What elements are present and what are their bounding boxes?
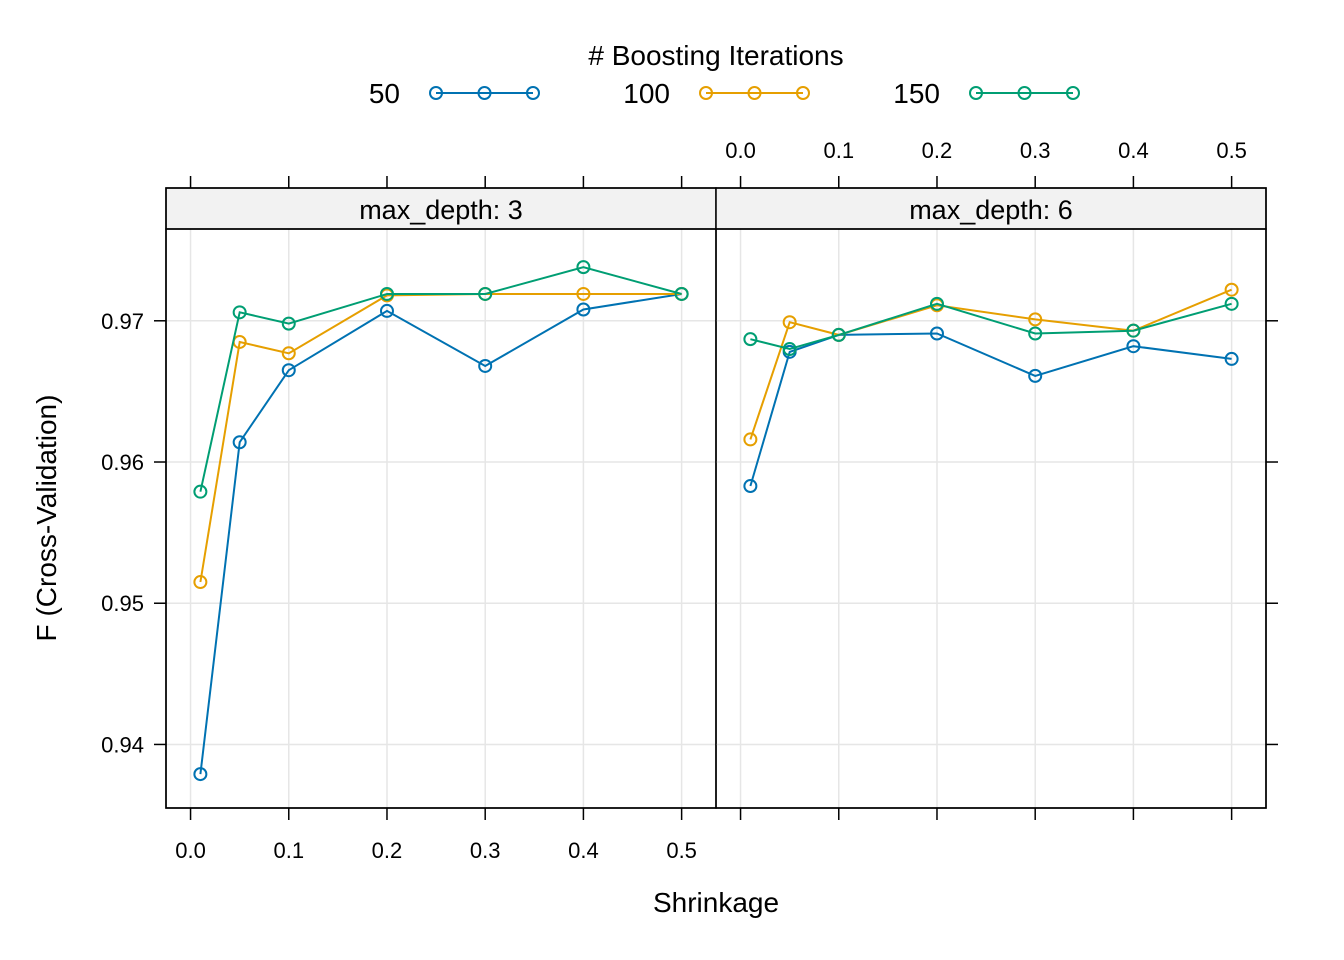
top-axis: 0.0 0.1 0.2 0.3 0.4 0.5 bbox=[189, 138, 1247, 188]
top-tick-label: 0.5 bbox=[1216, 138, 1247, 163]
data-point bbox=[478, 358, 493, 373]
legend-swatch-point bbox=[477, 86, 492, 100]
series-line-150 bbox=[199, 266, 682, 492]
data-point bbox=[929, 296, 944, 311]
data-point bbox=[1028, 326, 1043, 341]
x-tick-label: 0.1 bbox=[273, 838, 304, 863]
legend-swatch-point bbox=[699, 86, 713, 100]
data-point bbox=[193, 484, 208, 499]
legend-item-100: 100 bbox=[623, 78, 810, 109]
bottom-axis: 0.0 0.1 0.2 0.3 0.4 0.5 bbox=[175, 808, 1233, 863]
legend-swatch-point bbox=[747, 86, 762, 100]
strip: max_depth: 3 bbox=[165, 187, 717, 230]
data-point bbox=[576, 260, 591, 275]
data-point bbox=[379, 286, 394, 301]
legend-swatch-point bbox=[969, 86, 983, 100]
legend-swatch-point bbox=[1017, 86, 1032, 100]
top-tick-label: 0.3 bbox=[1020, 138, 1051, 163]
grid bbox=[166, 229, 716, 808]
data-point bbox=[1028, 312, 1043, 327]
panel-frame bbox=[715, 228, 1267, 809]
strip: max_depth: 6 bbox=[715, 187, 1267, 230]
top-tick-label: 0.1 bbox=[823, 138, 854, 163]
data-point bbox=[929, 326, 944, 341]
y-tick-label: 0.96 bbox=[101, 450, 144, 475]
y-tick-label: 0.94 bbox=[101, 732, 144, 757]
series-line-50 bbox=[749, 332, 1232, 487]
data-point bbox=[379, 303, 394, 318]
strip-label: max_depth: 6 bbox=[909, 195, 1073, 225]
data-point bbox=[232, 435, 247, 450]
legend-title: # Boosting Iterations bbox=[588, 40, 843, 71]
series-line-100 bbox=[199, 293, 682, 583]
y-axis-title: F (Cross-Validation) bbox=[31, 395, 62, 642]
series-150 bbox=[193, 260, 689, 499]
legend: # Boosting Iterations 50 100 150 bbox=[369, 40, 1080, 109]
series-line-50 bbox=[199, 293, 682, 775]
data-point bbox=[1028, 368, 1043, 383]
data-point bbox=[743, 332, 758, 347]
legend-item-50: 50 bbox=[369, 78, 540, 109]
panel-frame bbox=[165, 228, 717, 809]
x-tick-label: 0.3 bbox=[470, 838, 501, 863]
legend-label: 100 bbox=[623, 78, 670, 109]
data-point bbox=[281, 316, 296, 331]
legend-items: 50 100 150 bbox=[369, 78, 1080, 109]
x-tick-label: 0.5 bbox=[666, 838, 697, 863]
x-tick-label: 0.2 bbox=[372, 838, 403, 863]
series-100 bbox=[193, 286, 689, 590]
legend-swatch-point bbox=[429, 86, 443, 100]
top-tick-label: 0.0 bbox=[725, 138, 756, 163]
left-axis: 0.94 0.95 0.96 0.97 bbox=[101, 309, 166, 757]
data-point bbox=[576, 302, 591, 317]
data-point bbox=[1224, 282, 1239, 297]
top-tick-label: 0.2 bbox=[922, 138, 953, 163]
data-point bbox=[281, 346, 296, 361]
data-point bbox=[831, 327, 846, 342]
series-50 bbox=[193, 286, 689, 782]
data-point bbox=[193, 767, 208, 782]
data-point bbox=[576, 286, 591, 301]
series-150 bbox=[743, 296, 1239, 357]
data-point bbox=[743, 479, 758, 494]
data-point bbox=[1224, 296, 1239, 311]
legend-label: 50 bbox=[369, 78, 400, 109]
data-point bbox=[782, 342, 797, 357]
panel-2: max_depth: 6 bbox=[715, 187, 1267, 809]
series-50 bbox=[743, 326, 1239, 494]
legend-item-150: 150 bbox=[893, 78, 1080, 109]
panels: max_depth: 3 max_depth: 6 bbox=[165, 187, 1267, 809]
data-point bbox=[782, 315, 797, 330]
data-point bbox=[232, 305, 247, 320]
data-point bbox=[1126, 339, 1141, 354]
series-100 bbox=[743, 282, 1239, 447]
grid bbox=[716, 229, 1266, 808]
right-axis bbox=[1266, 320, 1278, 746]
legend-swatch-point bbox=[526, 86, 540, 100]
outer-frame bbox=[165, 187, 1267, 809]
data-point bbox=[1224, 351, 1239, 366]
x-axis-title: Shrinkage bbox=[653, 887, 779, 918]
data-point bbox=[743, 432, 758, 447]
legend-swatch-point bbox=[1066, 86, 1080, 100]
x-tick-label: 0.0 bbox=[175, 838, 206, 863]
x-tick-label: 0.4 bbox=[568, 838, 599, 863]
data-point bbox=[281, 363, 296, 378]
series-line-150 bbox=[750, 302, 1232, 351]
data-point bbox=[674, 286, 689, 301]
data-point bbox=[1126, 323, 1141, 338]
y-tick-label: 0.97 bbox=[101, 309, 144, 334]
legend-label: 150 bbox=[893, 78, 940, 109]
series-line-100 bbox=[749, 288, 1232, 440]
panel-1: max_depth: 3 bbox=[165, 187, 717, 809]
y-tick-label: 0.95 bbox=[101, 591, 144, 616]
top-tick-label: 0.4 bbox=[1118, 138, 1149, 163]
legend-swatch-point bbox=[796, 86, 810, 100]
strip-label: max_depth: 3 bbox=[359, 195, 523, 225]
data-point bbox=[193, 575, 208, 590]
data-point bbox=[478, 286, 493, 301]
